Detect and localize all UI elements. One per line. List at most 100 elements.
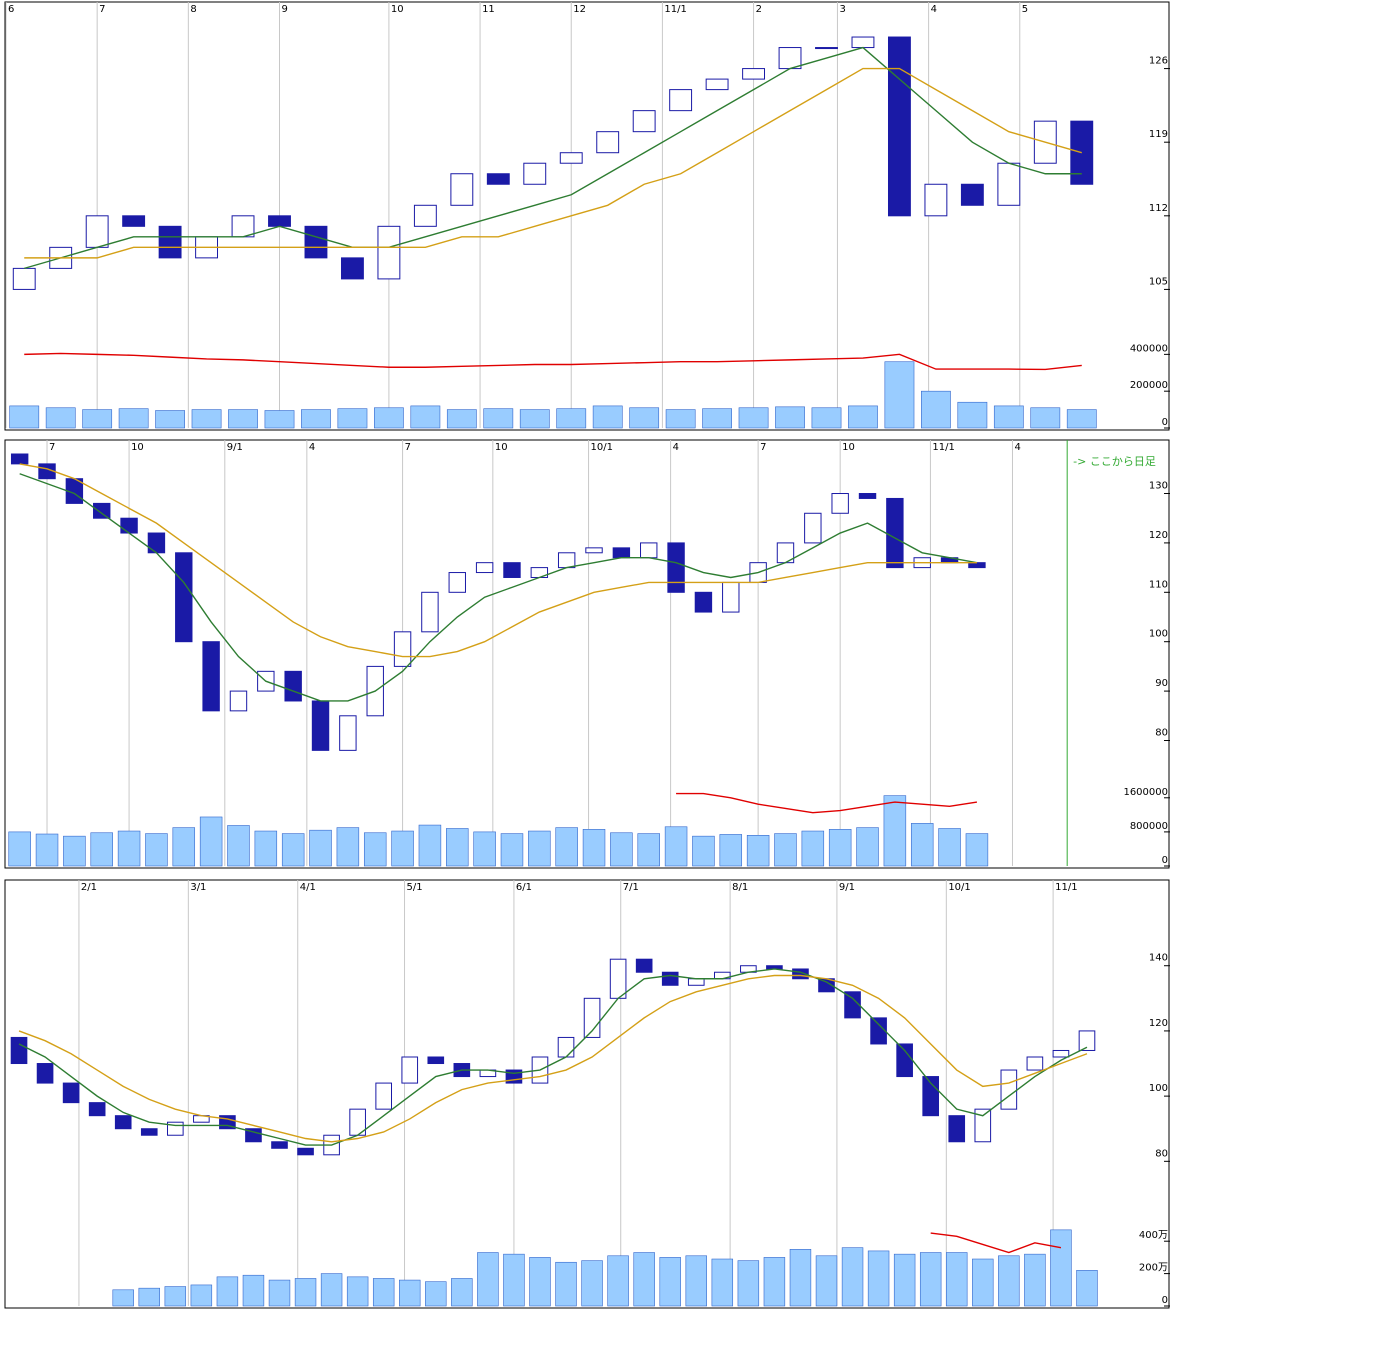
volume-bar	[216, 1276, 239, 1307]
x-tick-label: 11/1	[932, 442, 954, 453]
x-tick-label: 2	[756, 4, 762, 15]
volume-tick-label: 400000	[1130, 343, 1168, 354]
y-tick-label: 100	[1149, 629, 1168, 640]
volume-bar	[199, 816, 223, 867]
volume-bar	[477, 1252, 499, 1307]
y-tick-label: 140	[1149, 953, 1168, 964]
volume-bar	[191, 409, 222, 429]
x-tick-label: 7/1	[623, 882, 639, 893]
volume-bar	[309, 829, 332, 867]
volume-bar	[633, 1252, 655, 1307]
candle	[635, 958, 653, 973]
volume-bar	[921, 390, 951, 429]
candle	[114, 1115, 132, 1130]
x-tick-label: 4/1	[300, 882, 316, 893]
y-tick-label: 126	[1149, 56, 1168, 67]
volume-bar	[719, 834, 743, 867]
x-tick-label: 4	[931, 4, 937, 15]
volume-bar	[8, 831, 31, 867]
volume-bar	[9, 405, 40, 429]
candle	[486, 173, 510, 185]
candle	[503, 562, 521, 578]
candle	[375, 1082, 393, 1110]
volume-bar	[528, 830, 551, 867]
x-tick-label: 6	[8, 4, 14, 15]
volume-bar	[555, 1261, 577, 1307]
x-tick-label: 10	[391, 4, 404, 15]
candle	[202, 641, 220, 712]
volume-bar	[118, 408, 149, 429]
candle	[450, 173, 474, 206]
candle	[596, 131, 620, 154]
volume-bar	[775, 406, 805, 429]
candle	[858, 493, 877, 499]
candle	[924, 183, 948, 217]
volume-bar	[145, 833, 168, 867]
volume-bar	[1066, 409, 1097, 429]
y-tick-label: 80	[1155, 1148, 1168, 1159]
volume-bar	[1024, 1253, 1046, 1307]
volume-tick-label: 0	[1162, 855, 1168, 866]
candle	[585, 547, 603, 554]
candle	[705, 78, 729, 91]
candle	[804, 512, 822, 544]
volume-bar	[582, 829, 606, 867]
volume-bar	[529, 1257, 551, 1307]
moving-average	[18, 974, 1088, 1143]
candle	[175, 552, 193, 643]
volume-bar	[242, 1274, 265, 1307]
volume-bar	[294, 1278, 317, 1307]
volume-tick-label: 200000	[1130, 380, 1168, 391]
candle	[669, 89, 693, 112]
volume-bar	[555, 827, 578, 867]
x-tick-label: 10	[842, 442, 855, 453]
volume-bar	[228, 409, 258, 429]
volume-bar	[164, 1286, 187, 1307]
volume-bar	[155, 410, 185, 429]
volume-bar	[45, 407, 76, 429]
candle	[1052, 1049, 1070, 1058]
candle	[667, 542, 685, 593]
volume-bar	[264, 410, 295, 429]
volume-bar	[946, 1252, 968, 1307]
volume-bar	[446, 828, 469, 867]
volume-bar	[374, 407, 404, 429]
candle	[1078, 1030, 1096, 1051]
volume-tick-label: 400万	[1139, 1230, 1168, 1241]
candle	[792, 968, 809, 980]
volume-bar	[346, 1276, 369, 1307]
x-tick-label: 9/1	[839, 882, 855, 893]
candle	[297, 1147, 314, 1156]
x-tick-label: 7	[760, 442, 766, 453]
candle	[968, 562, 986, 569]
candle	[147, 532, 166, 554]
x-tick-label: 9	[282, 4, 288, 15]
y-tick-label: 110	[1149, 579, 1168, 590]
y-tick-label: 90	[1155, 678, 1168, 689]
y-tick-label: 120	[1149, 1018, 1168, 1029]
volume-bar	[957, 401, 988, 429]
volume-bar	[737, 1260, 760, 1307]
candle	[12, 267, 36, 290]
volume-bar	[919, 1252, 942, 1307]
moving-average	[24, 46, 1082, 270]
volume-bar	[372, 1278, 395, 1307]
candle	[974, 1108, 992, 1143]
candle	[339, 715, 357, 751]
volume-bar	[336, 827, 360, 867]
volume-bar	[763, 1257, 786, 1307]
moving-average	[18, 968, 1088, 1146]
candle	[88, 1102, 106, 1117]
volume-bar	[503, 1253, 525, 1307]
volume-bar	[556, 408, 587, 429]
volume-bar	[789, 1249, 812, 1307]
volume-bar	[867, 1250, 890, 1307]
volume-bar	[828, 829, 852, 867]
candle	[609, 958, 627, 999]
candle	[640, 542, 658, 559]
volume-bar	[301, 409, 331, 429]
x-tick-label: 10	[131, 442, 144, 453]
volume-bar	[254, 830, 278, 867]
volume-bar	[190, 1284, 213, 1307]
y-tick-label: 80	[1155, 727, 1168, 738]
